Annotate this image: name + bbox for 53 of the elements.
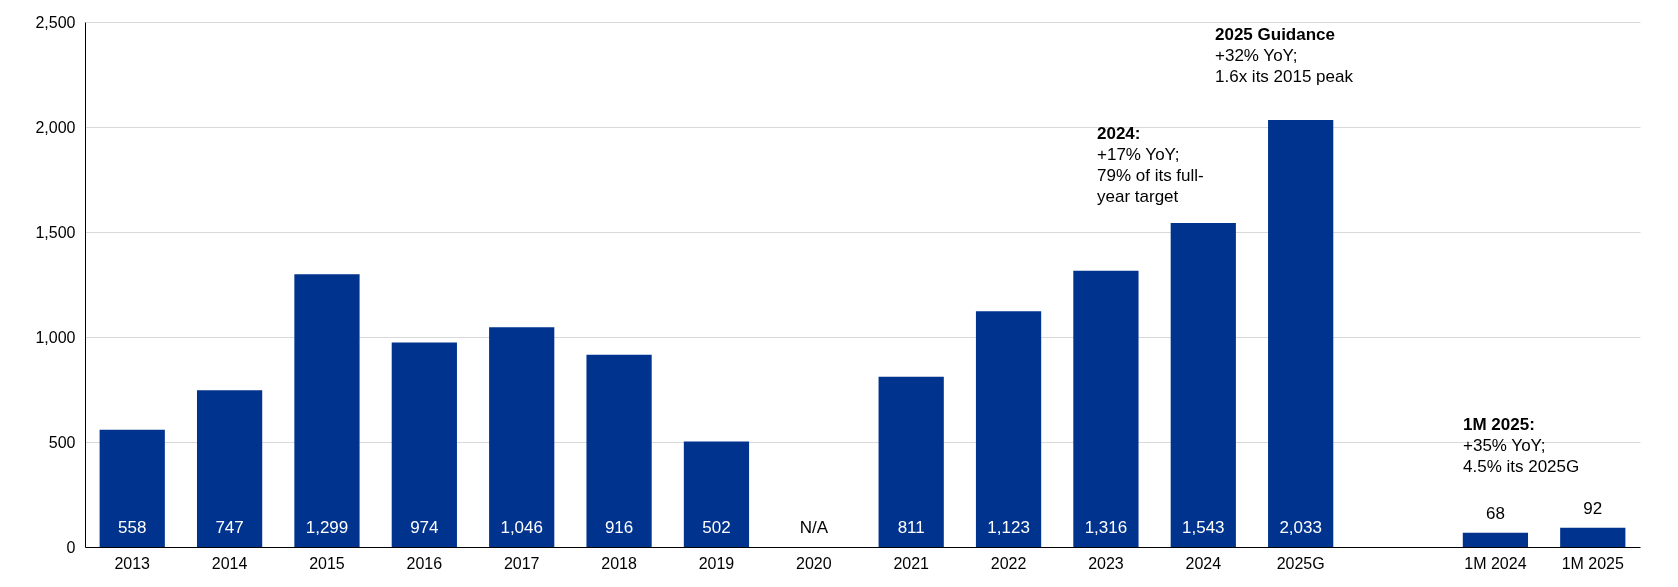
bar	[586, 354, 652, 547]
text: N/A	[799, 518, 828, 537]
bar	[196, 390, 263, 547]
data-label: 1,046	[500, 518, 543, 537]
bar	[683, 441, 750, 547]
annotation: 2025 Guidance +32% YoY; 1.6x its 2015 peak	[1215, 25, 1354, 86]
data-label: 916	[604, 518, 634, 537]
y-tick-label: 500	[48, 433, 76, 451]
bar	[1073, 270, 1139, 547]
x-tick-label: 2016	[406, 554, 443, 572]
x-tick-label: 2019	[698, 554, 735, 572]
data-label: 92	[1583, 498, 1603, 518]
bar	[1170, 222, 1236, 547]
x-tick-label: 2021	[893, 554, 930, 572]
bar	[489, 327, 555, 547]
x-tick-label: 2025G	[1276, 554, 1325, 572]
bar	[1462, 532, 1529, 547]
bar	[1268, 120, 1334, 547]
data-label: 502	[702, 518, 731, 537]
bar	[294, 274, 360, 547]
data-label: 558	[118, 518, 147, 537]
x-tick-label: 1M 2025	[1561, 554, 1625, 572]
y-tick-label: 2,500	[35, 13, 76, 31]
x-tick-label: 2013	[114, 554, 151, 572]
x-tick-label: 2022	[990, 554, 1027, 572]
bar	[99, 429, 165, 547]
x-tick-label: 2015	[309, 554, 345, 572]
bar	[1560, 527, 1626, 547]
data-label: 1,316	[1084, 518, 1128, 537]
annotation: 1M 2025: +35% YoY; 4.5% its 2025G	[1463, 415, 1580, 476]
y-tick-label: 0	[66, 538, 76, 556]
data-label: 747	[215, 518, 244, 537]
y-tick-label: 1,500	[35, 223, 76, 241]
x-tick-label: 2018	[601, 554, 637, 572]
bar	[878, 376, 944, 547]
bar	[391, 342, 457, 547]
data-label: 2,033	[1279, 518, 1322, 537]
y-tick-label: 2,000	[35, 118, 76, 136]
x-tick-label: 2014	[211, 554, 248, 572]
data-label: 811	[897, 518, 925, 537]
data-label: 974	[410, 518, 439, 537]
annotation: 2024: +17% YoY; 79% of its full- year target	[1097, 124, 1204, 206]
y-tick-label: 1,000	[35, 328, 76, 346]
data-label: 1,543	[1182, 518, 1225, 537]
x-tick-label: 1M 2024	[1464, 554, 1527, 572]
bar	[975, 311, 1042, 547]
data-label: 1,299	[305, 518, 349, 537]
data-label: 68	[1485, 503, 1505, 523]
data-label: 1,123	[987, 518, 1030, 537]
x-tick-label: 2020	[796, 554, 832, 572]
x-tick-label: 2024	[1185, 554, 1222, 572]
x-tick-label: 2017	[503, 554, 540, 572]
x-tick-label: 2023	[1088, 554, 1124, 572]
